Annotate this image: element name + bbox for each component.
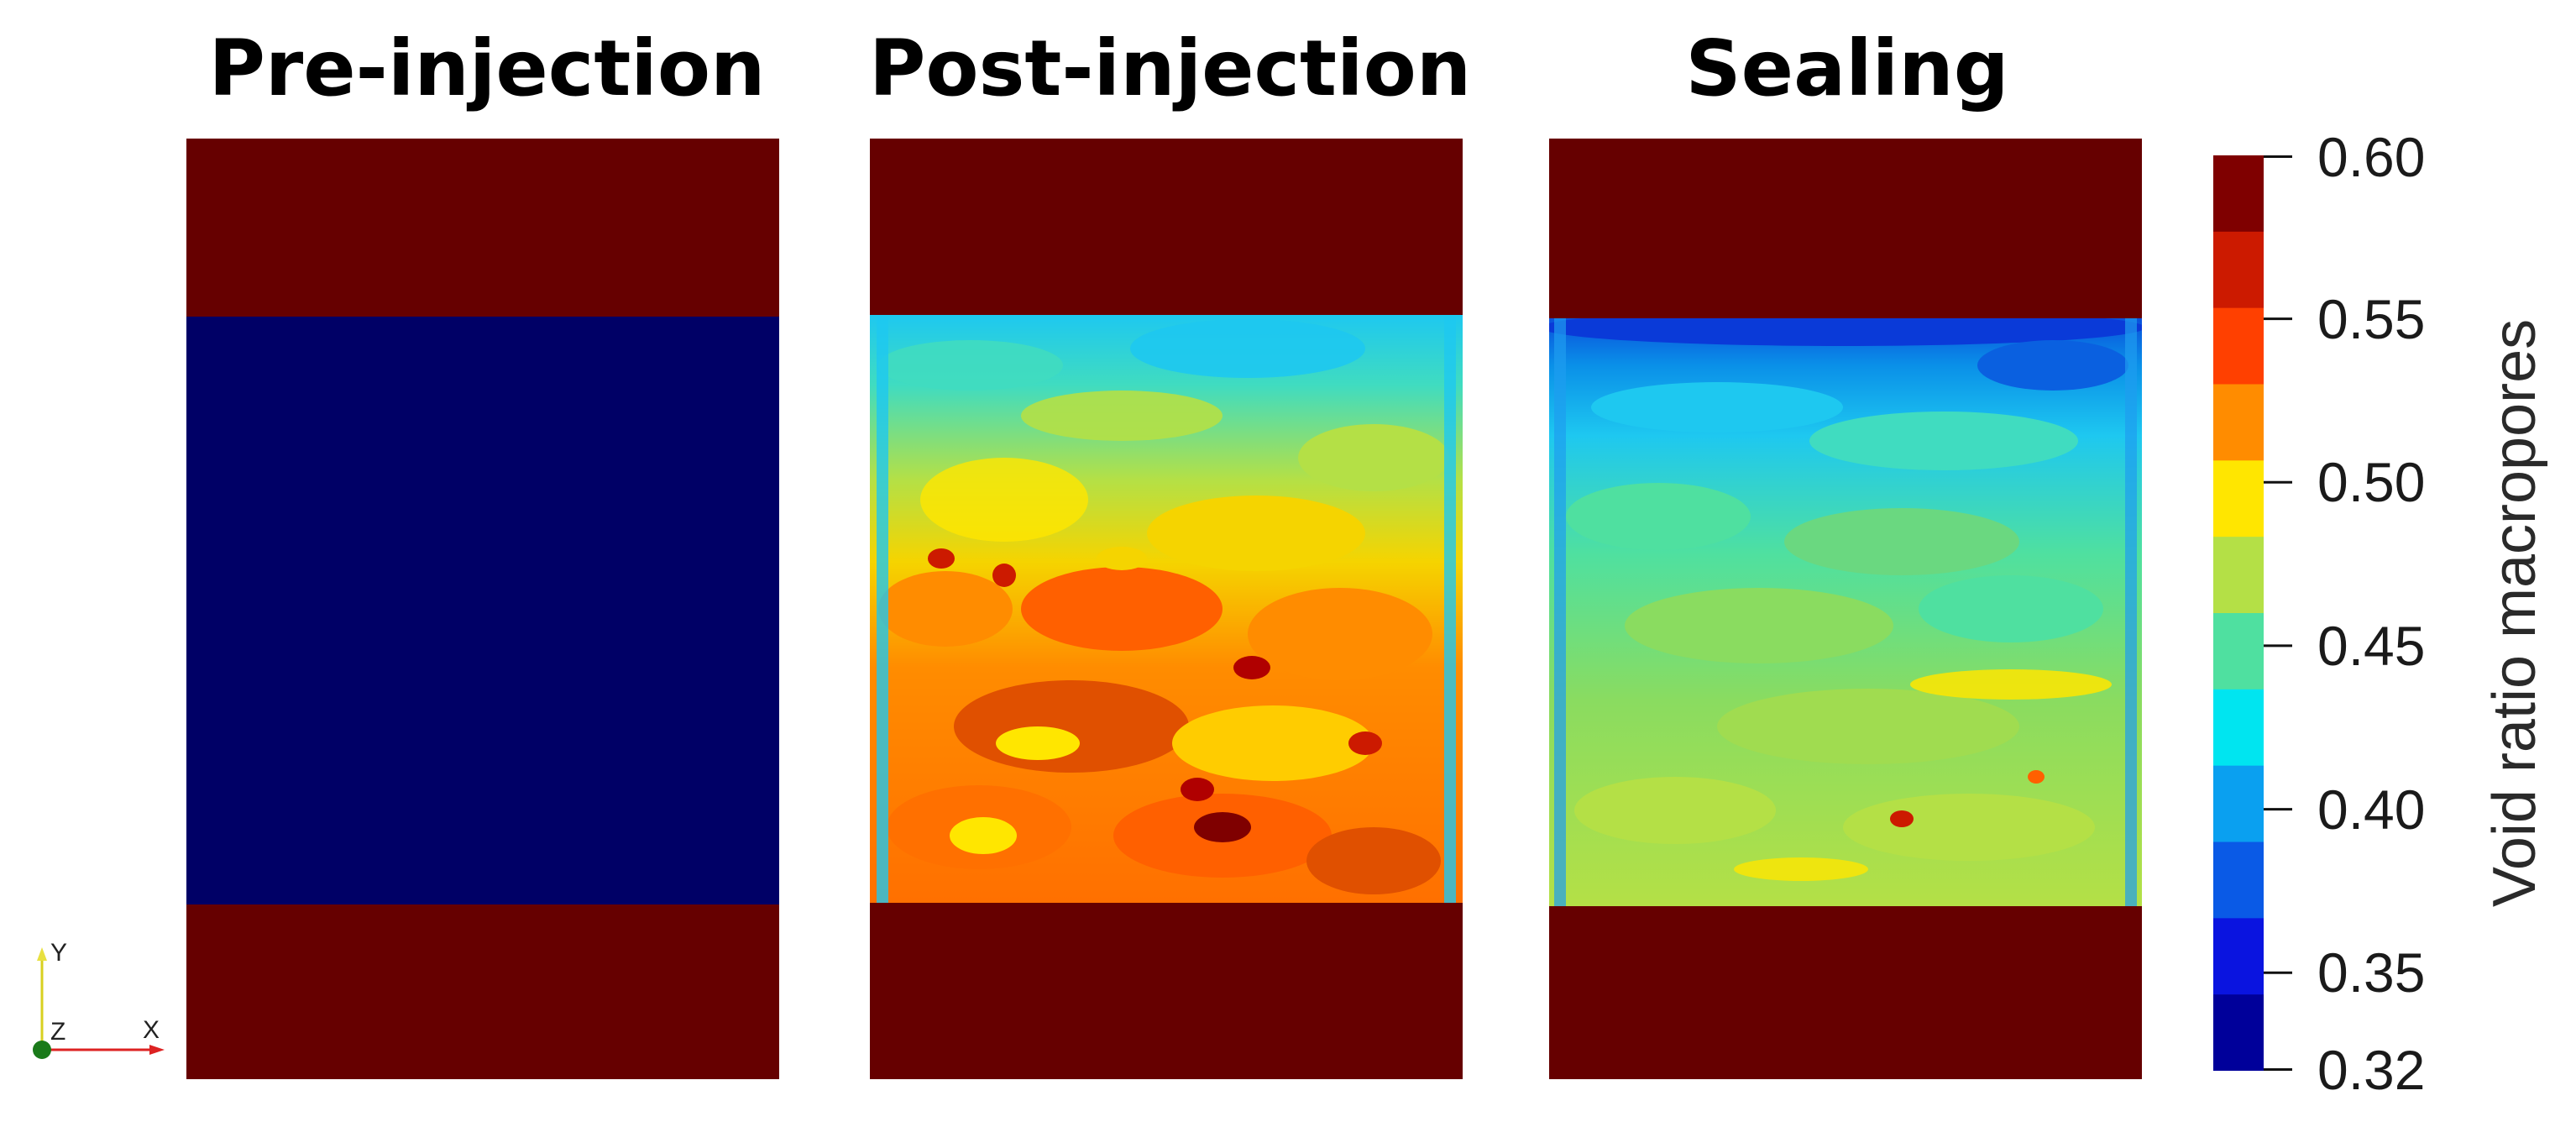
colorbar-tick-label: 0.40 (2317, 778, 2426, 841)
axis-label-z: Z (50, 1018, 66, 1046)
colorbar-tick-marks (2264, 155, 2292, 1071)
colorbar-tick-label: 0.60 (2317, 125, 2426, 188)
bottom-cap (1549, 906, 2142, 1079)
colorbar-bands (2213, 155, 2264, 1071)
colorbar-band (2213, 994, 2264, 1071)
top-cap (1549, 139, 2142, 318)
axis-label-y: Y (50, 939, 68, 967)
colorbar-tick-label: 0.32 (2317, 1038, 2426, 1101)
colorbar-band (2213, 765, 2264, 842)
panel-sealing (1549, 139, 2142, 1079)
colorbar-title-text: Void ratio macropores (2481, 318, 2548, 908)
colorbar (2213, 155, 2264, 1071)
panel-post-injection (870, 139, 1463, 1079)
pre-injection-field (186, 139, 779, 1079)
colorbar-band (2213, 842, 2264, 919)
colorbar-tick-label: 0.35 (2317, 941, 2426, 1004)
sealing-field (1549, 139, 2142, 1079)
colorbar-band (2213, 460, 2264, 537)
void-ratio-patches (877, 315, 1456, 903)
colorbar-band (2213, 918, 2264, 995)
sample-region (186, 317, 779, 904)
colorbar-band (2213, 537, 2264, 614)
colorbar-band (2213, 307, 2264, 385)
colorbar-band (2213, 155, 2264, 233)
bottom-cap (870, 903, 1463, 1079)
top-cap (186, 139, 779, 317)
colorbar-tick-label: 0.45 (2317, 614, 2426, 677)
panel-title-pre-injection: Pre-injection (208, 24, 766, 113)
colorbar-band (2213, 613, 2264, 690)
colorbar-tick-label: 0.55 (2317, 287, 2426, 350)
colorbar-tick-label: 0.50 (2317, 451, 2426, 514)
bottom-cap (186, 904, 779, 1079)
panel-title-post-injection: Post-injection (869, 24, 1472, 113)
void-ratio-patches (1549, 318, 2142, 906)
panel-pre-injection (186, 139, 779, 1079)
axes-triad-icon (33, 947, 165, 1059)
panel-title-sealing: Sealing (1685, 24, 2009, 113)
colorbar-band (2213, 689, 2264, 767)
colorbar-band (2213, 384, 2264, 461)
orientation-triad: Y X Z (17, 924, 185, 1075)
top-cap (870, 139, 1463, 315)
post-injection-field (870, 139, 1463, 1079)
colorbar-band (2213, 231, 2264, 309)
axis-label-x: X (143, 1016, 160, 1044)
